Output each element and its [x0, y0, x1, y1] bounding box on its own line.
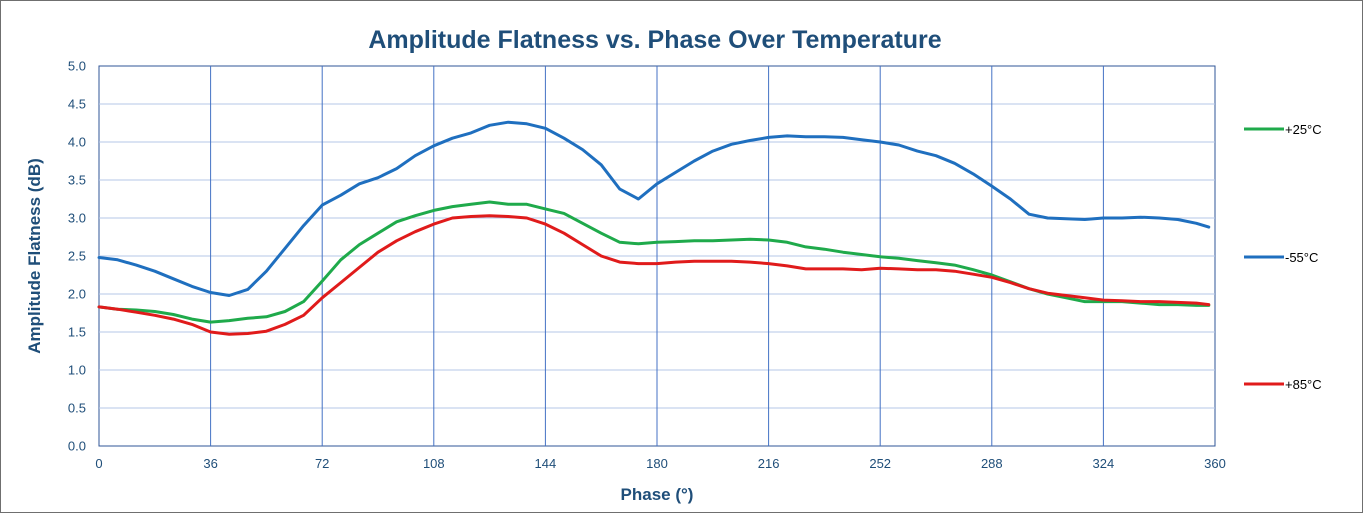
legend: +25°C -55°C +85°C [1244, 122, 1322, 392]
legend-label: -55°C [1285, 250, 1318, 265]
y-tick-label: 1.0 [68, 363, 86, 378]
x-tick-label: 288 [981, 456, 1003, 471]
x-tick-label: 180 [646, 456, 668, 471]
series-lines [97, 120, 1211, 336]
y-tick-label: 1.5 [68, 325, 86, 340]
y-tick-label: 3.5 [68, 173, 86, 188]
series-line-3 [97, 214, 1211, 336]
y-axis-ticks: 0.0 0.5 1.0 1.5 2.0 2.5 3.0 3.5 4.0 4.5 5.0 [68, 59, 86, 454]
x-tick-label: 108 [423, 456, 445, 471]
chart-title: Amplitude Flatness vs. Phase Over Temper… [368, 26, 941, 54]
y-tick-label: 2.5 [68, 249, 86, 264]
x-tick-label: 324 [1093, 456, 1115, 471]
x-tick-label: 0 [95, 456, 102, 471]
y-tick-label: 5.0 [68, 59, 86, 74]
x-tick-label: 252 [869, 456, 891, 471]
y-tick-label: 4.0 [68, 135, 86, 150]
y-tick-label: 0.0 [68, 439, 86, 454]
x-axis-ticks: 0 36 72 108 144 180 216 252 288 324 360 [95, 456, 1225, 471]
gridlines [99, 66, 1215, 446]
x-tick-label: 216 [758, 456, 780, 471]
legend-label: +85°C [1285, 377, 1322, 392]
x-tick-label: 360 [1204, 456, 1226, 471]
legend-label: +25°C [1285, 122, 1322, 137]
x-axis-title: Phase (°) [621, 485, 694, 504]
y-tick-label: 0.5 [68, 401, 86, 416]
series-line-2 [97, 120, 1211, 297]
x-tick-label: 144 [535, 456, 557, 471]
y-tick-label: 3.0 [68, 211, 86, 226]
y-tick-label: 4.5 [68, 97, 86, 112]
y-tick-label: 2.0 [68, 287, 86, 302]
x-tick-label: 72 [315, 456, 329, 471]
x-tick-label: 36 [203, 456, 217, 471]
y-axis-title: Amplitude Flatness (dB) [25, 158, 44, 354]
